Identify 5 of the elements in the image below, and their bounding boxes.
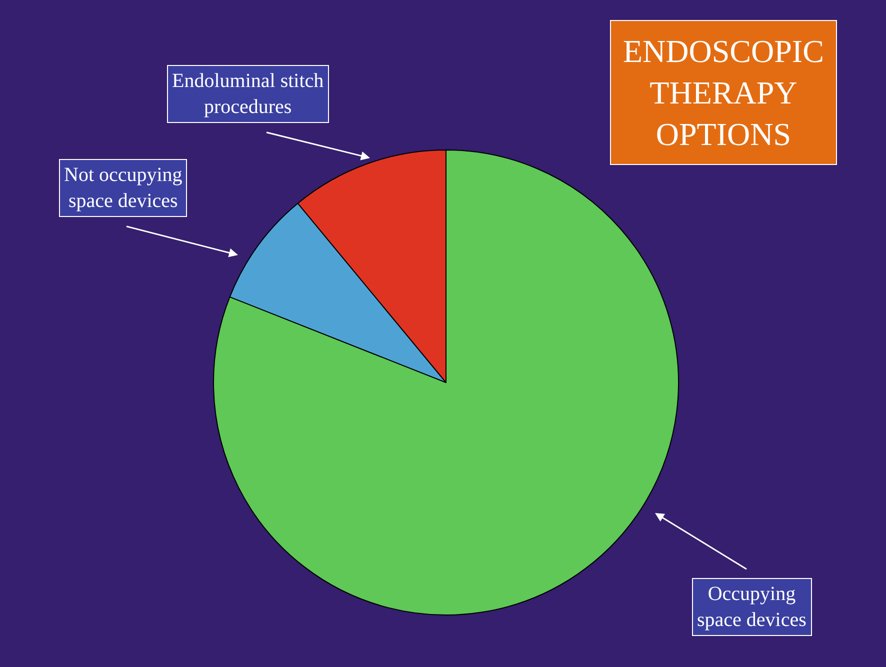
chart-title: ENDOSCOPIC THERAPY OPTIONS [623,33,824,152]
slice-label: Occupying space devices [697,583,807,631]
slice-label: Endoluminal stitch procedures [172,70,324,118]
slice-label: Not occupying space devices [64,164,182,212]
pie-slice [213,150,679,616]
